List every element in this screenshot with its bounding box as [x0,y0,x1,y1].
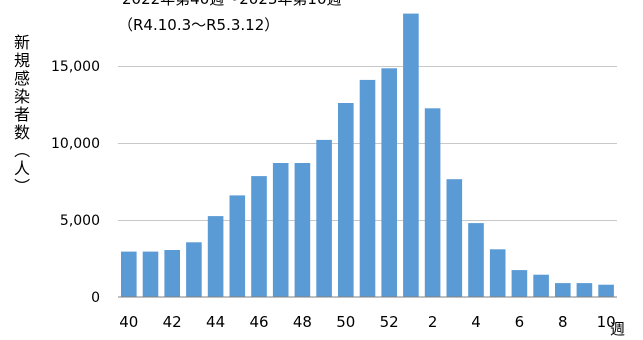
bar-week-51 [359,79,376,298]
x-tick-label-50: 50 [336,313,355,331]
x-tick-label-40: 40 [119,313,138,331]
y-tick-label-2: 10,000 [51,136,100,152]
y-axis-label-char: 人 [14,159,30,178]
x-tick-label-52: 52 [380,313,399,331]
y-tick-label-0: 0 [91,290,100,306]
x-tick-label-2: 2 [428,313,438,331]
bar-week-10 [598,284,614,297]
bars [121,13,614,298]
y-tick-label-1: 5,000 [60,213,100,229]
bar-week-7 [533,274,549,297]
bar-week-4 [468,223,484,297]
bar-week-44 [207,216,224,297]
bar-week-45 [229,195,246,297]
bar-week-42 [164,250,180,297]
bar-week-5 [489,249,506,297]
x-tick-label-44: 44 [206,313,225,331]
y-axis-label-char: 新 [14,33,30,52]
bar-week-2 [424,108,441,297]
x-tick-label-46: 46 [249,313,268,331]
x-tick-label-42: 42 [163,313,182,331]
chart-title: 2022年第40週〜2023年第10週 [122,0,342,8]
bar-week-8 [555,283,571,297]
y-tick-labels: 0 5,000 10,000 15,000 [51,59,100,306]
bar-week-50 [338,103,354,297]
bar-week-9 [576,283,593,297]
y-axis-label-char: 染 [14,87,30,106]
bar-week-47 [272,163,289,297]
x-tick-label-6: 6 [515,313,525,331]
y-axis-label-char: 者 [14,105,30,124]
y-axis-label-char: 感 [14,69,30,88]
x-tick-label-4: 4 [471,313,481,331]
bar-week-52 [381,68,397,297]
y-axis-label-char: 数 [14,123,30,142]
y-axis-label-char: ） [12,178,31,194]
bar-week-3 [446,179,463,297]
bar-week-41 [142,251,159,297]
bar-week-49 [316,139,332,297]
bar-week-46 [251,176,267,297]
bar-week-48 [294,163,311,297]
x-axis-label: 週 [610,320,625,336]
y-tick-label-3: 15,000 [51,59,100,75]
bar-week-43 [186,242,202,297]
x-tick-label-8: 8 [558,313,568,331]
x-tick-label-48: 48 [293,313,312,331]
x-tick-labels: 40 42 44 46 48 50 52 2 4 6 8 10 [119,313,615,331]
bar-week-1 [403,13,419,297]
y-axis-label-char: （ [12,142,31,158]
chart-subtitle: （R4.10.3〜R5.3.12） [118,16,279,34]
bar-week-40 [121,251,137,297]
bar-week-6 [511,270,528,297]
x-tick-label-10: 10 [597,313,616,331]
y-axis-label-char: 規 [14,51,30,70]
